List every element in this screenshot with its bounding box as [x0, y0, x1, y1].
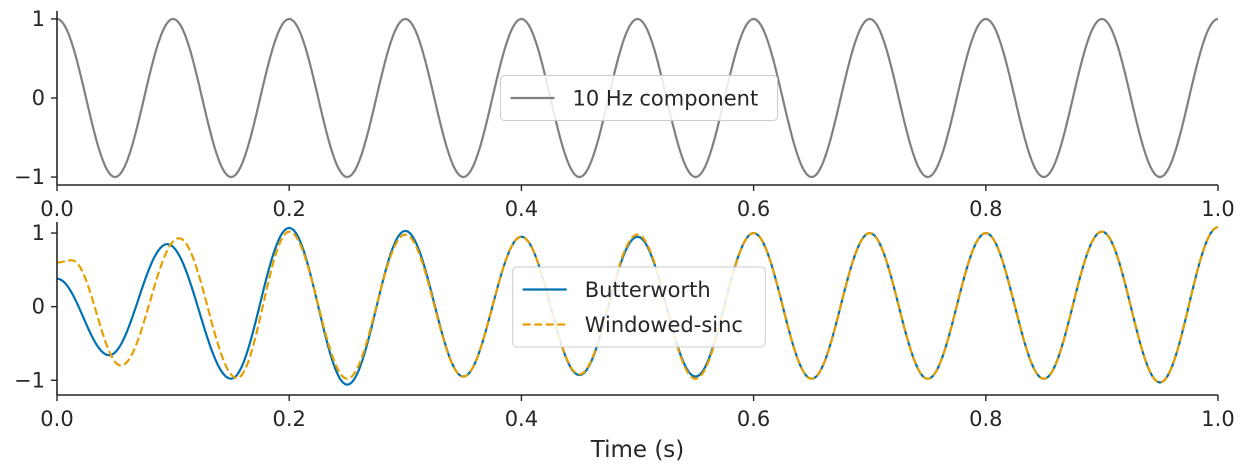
x-tick-label: 0.0: [40, 197, 73, 221]
x-tick-label: 1.0: [1201, 407, 1234, 431]
legend-box: [500, 75, 778, 121]
y-tick-label: 1: [32, 7, 45, 31]
x-tick-label: 0.8: [969, 407, 1002, 431]
legend-label: Butterworth: [585, 278, 711, 302]
legend: 10 Hz component: [500, 75, 778, 121]
legend-label: 10 Hz component: [573, 87, 759, 111]
y-tick-label: 0: [32, 86, 45, 110]
legend: Butterworth Windowed-sinc: [512, 266, 766, 348]
legend-label: Windowed-sinc: [585, 313, 743, 337]
x-tick-label: 0.2: [272, 407, 305, 431]
x-tick-label: 0.6: [737, 407, 770, 431]
x-tick-label: 0.4: [505, 407, 538, 431]
x-tick-label: 0.2: [272, 197, 305, 221]
x-tick-label: 1.0: [1201, 197, 1234, 221]
y-tick-label: −1: [14, 165, 45, 189]
x-tick-label: 0.0: [40, 407, 73, 431]
x-tick-label: 0.4: [505, 197, 538, 221]
x-tick-label: 0.8: [969, 197, 1002, 221]
x-axis-label: Time (s): [590, 437, 685, 463]
series-line-10-hz-component: [57, 17, 1218, 179]
series-line-windowed-sinc: [57, 226, 1218, 384]
x-tick-label: 0.6: [737, 197, 770, 221]
y-tick-label: 0: [32, 295, 45, 319]
y-tick-label: 1: [32, 221, 45, 245]
legend-box: [512, 266, 766, 348]
chart-panel-2: 0.0 0.2 0.4 0.6 0.8 1.0 1 0 −1 Time (s) Butterwort…: [14, 221, 1235, 463]
chart-panel-1: 0.0 0.2 0.4 0.6 0.8 1.0 1 0 −1 10 Hz component: [14, 7, 1235, 221]
y-tick-label: −1: [14, 368, 45, 392]
